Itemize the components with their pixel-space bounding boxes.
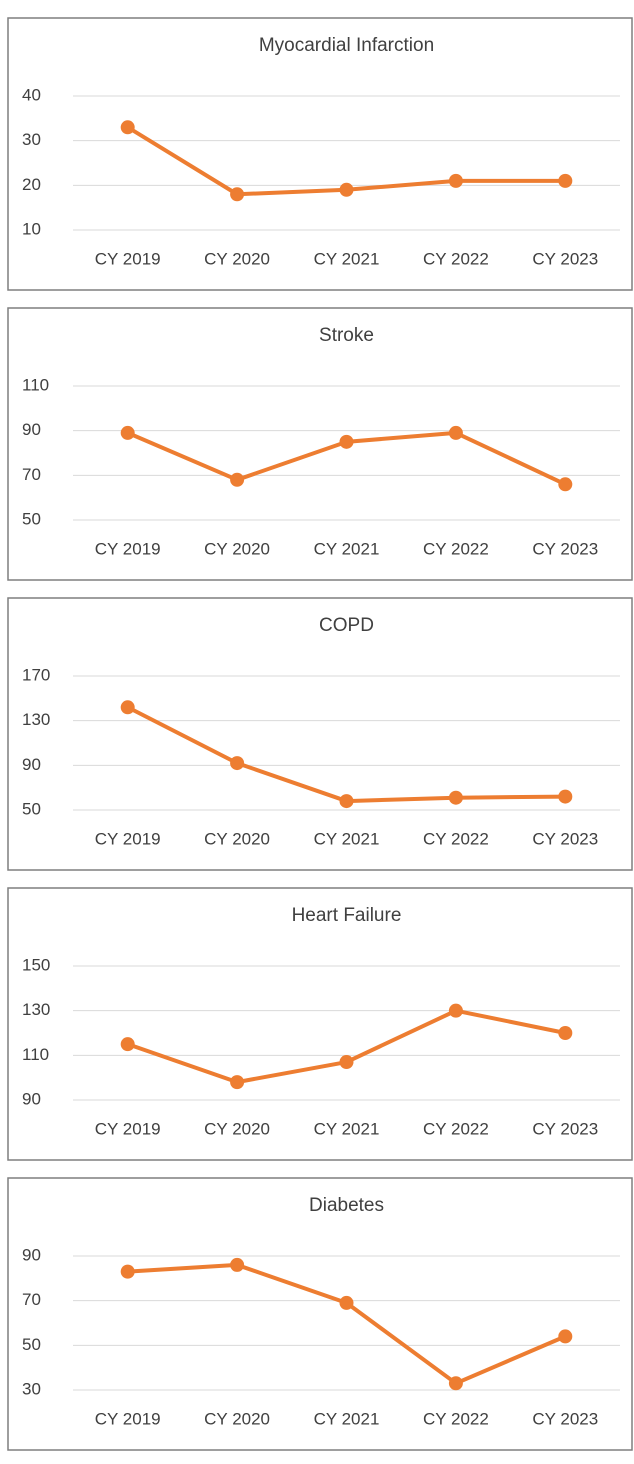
chart-frame [7,1177,633,1451]
y-tick-label: 90 [22,1245,41,1264]
x-tick-label: CY 2019 [95,249,161,268]
x-tick-label: CY 2021 [314,1119,380,1138]
y-tick-label: 170 [22,665,50,684]
data-point [448,425,463,440]
data-point [339,1295,354,1310]
y-tick-label: 90 [22,755,41,774]
x-tick-label: CY 2021 [314,1409,380,1428]
x-tick-label: CY 2023 [532,539,598,558]
x-tick-label: CY 2019 [95,539,161,558]
y-tick-label: 70 [22,465,41,484]
y-tick-label: 10 [22,219,41,238]
data-point [339,794,354,809]
x-tick-label: CY 2021 [314,249,380,268]
y-tick-label: 90 [22,1089,41,1108]
data-point [558,1026,573,1040]
x-tick-label: CY 2021 [314,539,380,558]
chart-title: Diabetes [309,1195,384,1216]
y-tick-label: 130 [22,710,50,729]
chart-title: Heart Failure [292,905,402,926]
x-tick-label: CY 2020 [204,1119,270,1138]
x-tick-label: CY 2023 [532,829,598,848]
data-point [230,1257,245,1272]
chart-frame [7,597,633,871]
data-point [230,1075,245,1090]
y-tick-label: 130 [22,1000,50,1019]
data-point [448,790,463,805]
x-tick-label: CY 2019 [95,829,161,848]
chart-title: COPD [319,615,374,636]
chart-frame [7,17,633,291]
x-tick-label: CY 2023 [532,1119,598,1138]
y-tick-label: 50 [22,1335,41,1354]
data-point [120,120,135,135]
data-point [558,789,573,804]
y-tick-label: 30 [22,130,41,149]
x-tick-label: CY 2022 [423,829,489,848]
y-tick-label: 50 [22,509,41,528]
data-point [558,1329,573,1344]
data-point [120,1037,135,1052]
y-tick-label: 110 [22,1045,49,1064]
chart-frame [7,307,633,581]
y-tick-label: 20 [22,175,41,194]
data-point [339,434,354,449]
data-point [558,173,573,188]
x-tick-label: CY 2019 [95,1409,161,1428]
data-point [230,187,245,202]
x-tick-label: CY 2022 [423,1119,489,1138]
x-tick-label: CY 2021 [314,829,380,848]
x-tick-label: CY 2022 [423,539,489,558]
y-tick-label: 30 [22,1379,41,1398]
y-tick-label: 50 [22,799,41,818]
data-point [448,173,463,188]
data-point [558,477,573,492]
data-point [448,1376,463,1391]
x-tick-label: CY 2019 [95,1119,161,1138]
chart-title: Myocardial Infarction [259,35,434,56]
data-point [120,700,135,715]
x-tick-label: CY 2023 [532,249,598,268]
x-tick-label: CY 2020 [204,1409,270,1428]
y-tick-label: 150 [22,955,50,974]
y-tick-label: 70 [22,1290,41,1309]
data-point [120,425,135,440]
data-point [339,182,354,197]
x-tick-label: CY 2022 [423,1409,489,1428]
x-tick-label: CY 2023 [532,1409,598,1428]
x-tick-label: CY 2020 [204,829,270,848]
data-point [120,1264,135,1279]
x-tick-label: CY 2020 [204,539,270,558]
data-point [448,1003,463,1018]
y-tick-label: 110 [22,375,49,394]
x-tick-label: CY 2020 [204,249,270,268]
data-point [230,472,245,487]
data-point [230,756,245,771]
y-tick-label: 40 [22,85,41,104]
chart-title: Stroke [319,325,374,346]
y-tick-label: 90 [22,420,41,439]
data-point [339,1055,354,1070]
x-tick-label: CY 2022 [423,249,489,268]
